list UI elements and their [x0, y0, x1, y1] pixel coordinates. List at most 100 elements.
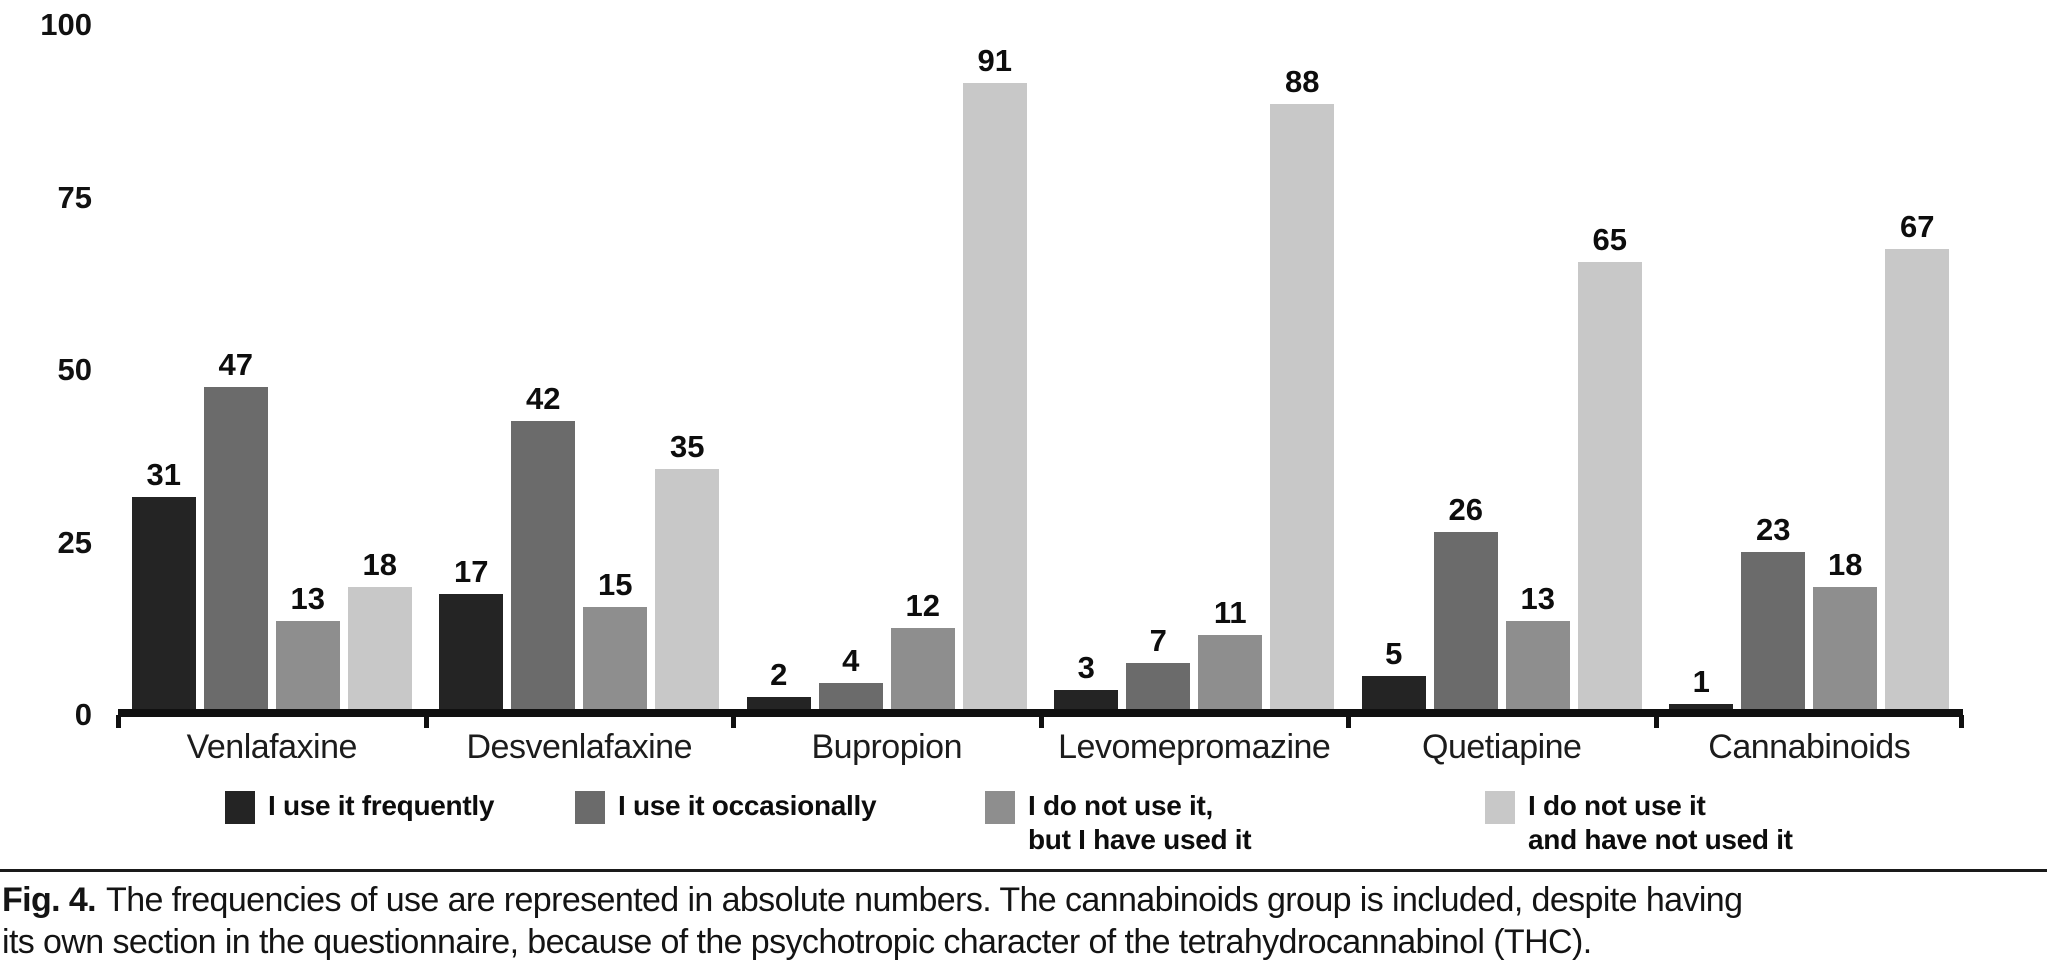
legend-label: I do not use it and have not used it [1528, 790, 1793, 855]
y-tick-label: 100 [40, 7, 92, 42]
caption-text-2: its own section in the questionnaire, be… [2, 923, 1592, 961]
bar [347, 587, 412, 711]
bar-value-label: 42 [526, 381, 561, 416]
bar [1577, 262, 1642, 711]
legend-item: I use it occasionally [575, 789, 877, 824]
axis-tick [1653, 715, 1659, 728]
bar-value-label: 15 [598, 567, 633, 602]
caption-divider [0, 869, 2047, 872]
bar-wrap: 42 [511, 381, 576, 711]
bar-value-label: 13 [1520, 581, 1555, 616]
bar-value-label: 18 [362, 547, 397, 582]
bar [890, 628, 955, 711]
bar-wrap: 18 [347, 547, 412, 711]
bar-value-label: 17 [454, 554, 489, 589]
bar [1669, 704, 1734, 711]
bar-group: 3 7 11 88 [1041, 0, 1349, 711]
y-axis-labels: 0 25 50 75 100 [0, 0, 92, 732]
bar [1361, 676, 1426, 711]
category-label: Cannabinoids [1708, 728, 1911, 766]
bar-value-label: 31 [146, 457, 181, 492]
bar [655, 469, 720, 711]
bar [275, 621, 340, 711]
bar-value-label: 7 [1149, 623, 1167, 658]
axis-tick [423, 715, 429, 728]
legend-swatch [985, 791, 1015, 824]
legend-swatch [575, 791, 605, 824]
bar-value-label: 88 [1285, 64, 1320, 99]
category-label: Venlafaxine [186, 728, 358, 766]
legend-item: I do not use it and have not used it [1485, 789, 1793, 857]
category-label: Quetiapine [1422, 728, 1582, 766]
plot-area: 31 47 13 18 17 42 15 35 2 4 12 91 3 7 11 88 5 26 13 65 1 23 18… [118, 0, 1963, 711]
bar [439, 594, 504, 711]
bar-wrap: 17 [439, 554, 504, 711]
category-label: Bupropion [811, 728, 962, 766]
bar-value-label: 5 [1385, 636, 1403, 671]
legend-item: I use it frequently [225, 789, 494, 824]
bar [583, 607, 648, 711]
bar [511, 421, 576, 711]
bar [1741, 552, 1806, 711]
bar-group: 2 4 12 91 [733, 0, 1041, 711]
bar-value-label: 91 [977, 43, 1012, 78]
bar-wrap: 7 [1126, 623, 1191, 711]
bar-wrap: 3 [1054, 651, 1119, 711]
bar-wrap: 65 [1577, 222, 1642, 711]
category-label: Levomepromazine [1058, 728, 1331, 766]
axis-tick [731, 715, 736, 728]
bar-wrap: 13 [1505, 581, 1570, 711]
bar-value-label: 35 [670, 429, 705, 464]
bar-wrap: 2 [746, 657, 811, 711]
legend-label: I do not use it, but I have used it [1028, 790, 1252, 855]
bar-value-label: 18 [1828, 547, 1863, 582]
bar-wrap: 5 [1361, 636, 1426, 711]
bar [1126, 663, 1191, 711]
bar-wrap: 23 [1741, 512, 1806, 711]
bar-wrap: 35 [655, 429, 720, 711]
bar-wrap: 18 [1813, 547, 1878, 711]
bar-value-label: 1 [1692, 664, 1710, 699]
bar [1433, 532, 1498, 711]
y-tick-label: 50 [57, 352, 92, 387]
caption-text-1: The frequencies of use are represented i… [106, 881, 1743, 919]
legend-label: I use it frequently [268, 790, 495, 821]
caption-line-1: Fig. 4. The frequencies of use are repres… [2, 879, 2045, 921]
axis-tick [1038, 715, 1044, 728]
bar-group: 1 23 18 67 [1656, 0, 1964, 711]
bar [1054, 690, 1119, 711]
bar-value-label: 23 [1756, 512, 1791, 547]
y-tick-label: 75 [57, 179, 92, 215]
bar [1270, 104, 1335, 711]
x-axis-labels: Venlafaxine Desvenlafaxine Bupropion Levome… [118, 727, 1963, 767]
bar [203, 387, 268, 711]
bar-wrap: 1 [1669, 664, 1734, 711]
bar [1198, 635, 1263, 711]
legend-item: I do not use it, but I have used it [985, 789, 1252, 857]
bar-wrap: 67 [1885, 210, 1950, 711]
bar [1885, 249, 1950, 711]
category-label: Desvenlafaxine [466, 728, 693, 766]
bar-wrap: 4 [818, 644, 883, 711]
legend-swatch [1485, 791, 1515, 824]
axis-tick [116, 715, 121, 728]
y-tick-label: 0 [74, 697, 92, 732]
bar-value-label: 47 [218, 347, 253, 382]
bar [1813, 587, 1878, 711]
bar-value-label: 13 [290, 581, 325, 616]
bar-wrap: 47 [203, 347, 268, 711]
bar [818, 683, 883, 711]
x-axis-line [118, 709, 1963, 717]
bar-wrap: 11 [1198, 596, 1263, 711]
bar [746, 697, 811, 711]
bar [962, 83, 1027, 711]
bar [131, 497, 196, 711]
caption-prefix: Fig. 4. [2, 881, 97, 919]
axis-tick [1959, 715, 1964, 728]
bar-value-label: 2 [770, 657, 788, 692]
bar-group: 5 26 13 65 [1348, 0, 1656, 711]
bar-value-label: 65 [1592, 222, 1627, 257]
axis-tick [1346, 715, 1351, 728]
bar-group: 17 42 15 35 [426, 0, 734, 711]
